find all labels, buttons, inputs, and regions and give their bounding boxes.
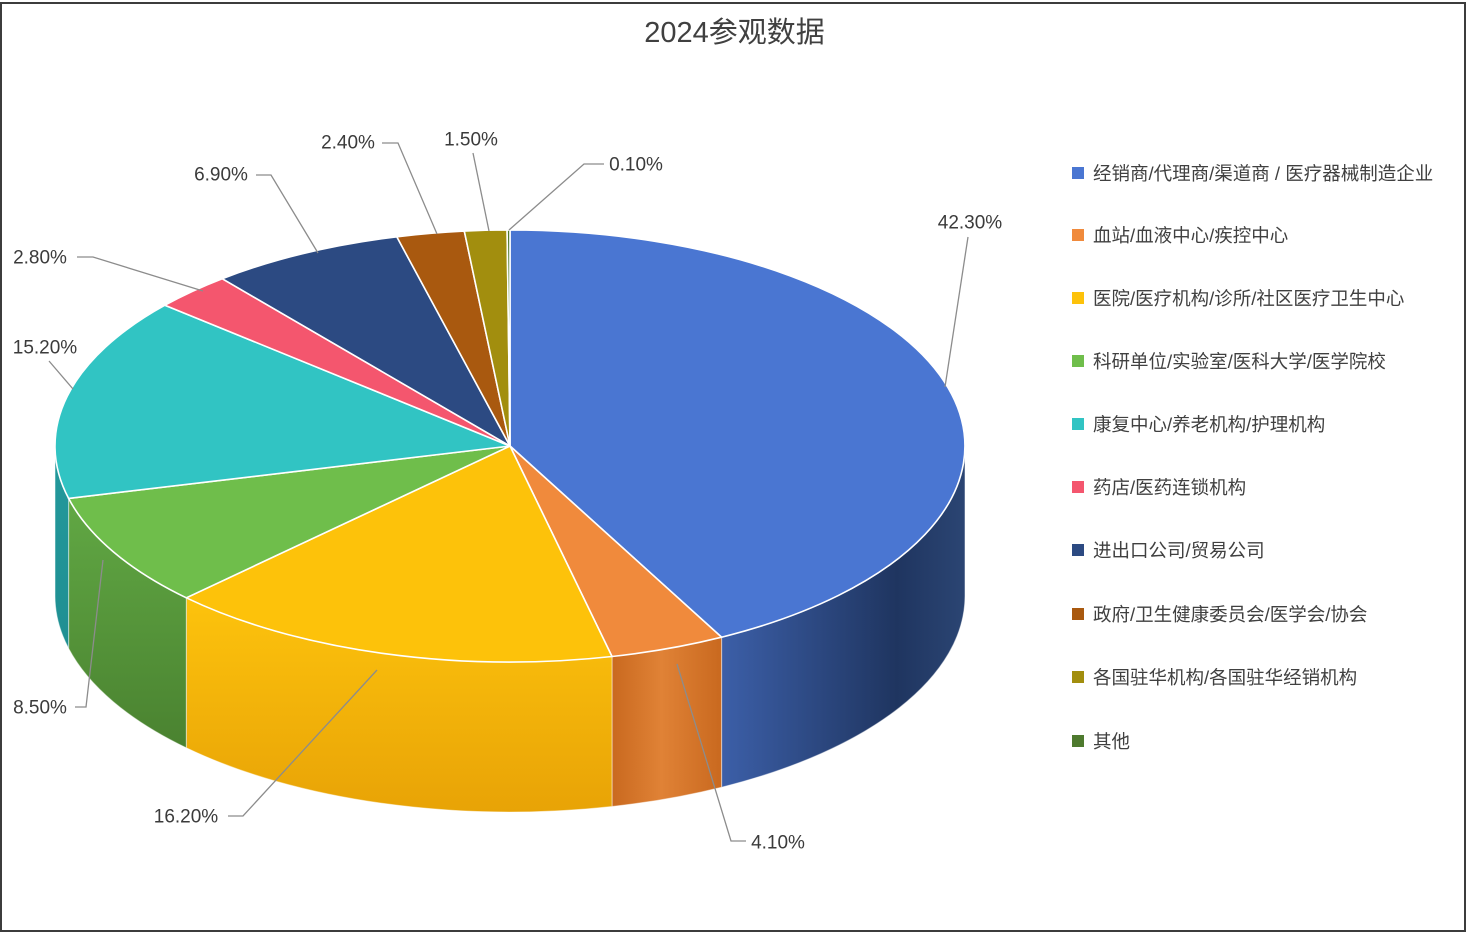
legend-item-dealers-manufacturers[interactable]: 经销商/代理商/渠道商 / 医疗器械制造企业 bbox=[1072, 162, 1437, 185]
leader-line-hospitals bbox=[228, 669, 378, 817]
data-label-other: 0.10% bbox=[609, 155, 663, 176]
data-label-dealers-manufacturers: 42.30% bbox=[938, 213, 1003, 234]
pie-slice-dealers-manufacturers[interactable] bbox=[509, 229, 966, 638]
data-label-foreign-agencies: 1.50% bbox=[444, 130, 498, 151]
legend-label: 医院/医疗机构/诊所/社区医疗卫生中心 bbox=[1093, 288, 1405, 309]
chart-title: 2024参观数据 bbox=[644, 17, 825, 49]
pie-wall-blood-centers bbox=[611, 636, 723, 808]
legend-label: 政府/卫生健康委员会/医学会/协会 bbox=[1093, 604, 1368, 625]
pie-slice-hospitals[interactable] bbox=[185, 445, 613, 663]
legend-label: 进出口公司/贸易公司 bbox=[1093, 540, 1265, 561]
data-label-research-institutes: 8.50% bbox=[13, 698, 67, 719]
legend-item-foreign-agencies[interactable]: 各国驻华机构/各国驻华经销机构 bbox=[1072, 666, 1437, 689]
pie-slice-rehab-elderly-care[interactable] bbox=[54, 304, 511, 500]
legend-swatch bbox=[1072, 167, 1084, 179]
leader-line-dealers-manufacturers bbox=[944, 236, 969, 388]
data-label-blood-centers: 4.10% bbox=[751, 833, 805, 854]
legend-label: 其他 bbox=[1093, 731, 1131, 752]
pie-slice-research-institutes[interactable] bbox=[67, 445, 511, 599]
pie-slice-other[interactable] bbox=[506, 229, 511, 447]
legend-item-government-associations[interactable]: 政府/卫生健康委员会/医学会/协会 bbox=[1072, 603, 1437, 626]
legend-label: 经销商/代理商/渠道商 / 医疗器械制造企业 bbox=[1093, 163, 1434, 184]
data-label-hospitals: 16.20% bbox=[154, 807, 219, 828]
leader-line-blood-centers bbox=[676, 663, 746, 842]
legend-item-other[interactable]: 其他 bbox=[1072, 730, 1437, 753]
legend-label: 血站/血液中心/疾控中心 bbox=[1093, 225, 1289, 246]
legend-label: 药店/医药连锁机构 bbox=[1093, 477, 1247, 498]
legend-label: 康复中心/养老机构/护理机构 bbox=[1093, 414, 1326, 435]
legend-swatch bbox=[1072, 671, 1084, 683]
legend-item-research-institutes[interactable]: 科研单位/实验室/医科大学/医学院校 bbox=[1072, 350, 1437, 373]
legend-item-blood-centers[interactable]: 血站/血液中心/疾控中心 bbox=[1072, 224, 1437, 247]
leader-line-pharmacies bbox=[77, 256, 204, 292]
legend-label: 科研单位/实验室/医科大学/医学院校 bbox=[1093, 351, 1386, 372]
legend-swatch bbox=[1072, 418, 1084, 430]
legend-swatch bbox=[1072, 608, 1084, 620]
leader-line-government-associations bbox=[382, 142, 438, 235]
legend-swatch bbox=[1072, 292, 1084, 304]
legend-swatch bbox=[1072, 481, 1084, 493]
leader-line-research-institutes bbox=[75, 559, 104, 708]
leader-line-rehab-elderly-care bbox=[48, 360, 74, 390]
data-label-pharmacies: 2.80% bbox=[13, 248, 67, 269]
legend-swatch bbox=[1072, 229, 1084, 241]
legend-swatch bbox=[1072, 735, 1084, 747]
legend-item-import-export[interactable]: 进出口公司/贸易公司 bbox=[1072, 539, 1437, 562]
data-label-rehab-elderly-care: 15.20% bbox=[13, 338, 78, 359]
legend-swatch bbox=[1072, 544, 1084, 556]
leader-line-foreign-agencies bbox=[472, 152, 490, 232]
data-label-import-export: 6.90% bbox=[194, 165, 248, 186]
legend-item-hospitals[interactable]: 医院/医疗机构/诊所/社区医疗卫生中心 bbox=[1072, 287, 1437, 310]
leader-line-import-export bbox=[256, 174, 319, 254]
legend-swatch bbox=[1072, 355, 1084, 367]
leader-line-other bbox=[508, 163, 604, 231]
pie-slice-import-export[interactable] bbox=[221, 236, 511, 447]
legend-item-pharmacies[interactable]: 药店/医药连锁机构 bbox=[1072, 476, 1437, 499]
data-label-government-associations: 2.40% bbox=[321, 133, 375, 154]
legend-item-rehab-elderly-care[interactable]: 康复中心/养老机构/护理机构 bbox=[1072, 413, 1437, 436]
legend-label: 各国驻华机构/各国驻华经销机构 bbox=[1093, 667, 1358, 688]
